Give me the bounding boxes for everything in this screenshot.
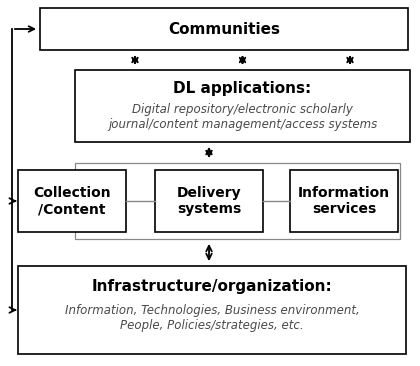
Text: Information, Technologies, Business environment,
People, Policies/strategies, et: Information, Technologies, Business envi…	[65, 304, 360, 332]
FancyBboxPatch shape	[18, 170, 126, 232]
FancyBboxPatch shape	[290, 170, 398, 232]
FancyBboxPatch shape	[18, 266, 406, 354]
Text: Infrastructure/organization:: Infrastructure/organization:	[92, 279, 332, 294]
Text: Delivery
systems: Delivery systems	[177, 186, 242, 216]
Text: Collection
/Content: Collection /Content	[33, 186, 111, 216]
Text: DL applications:: DL applications:	[173, 81, 312, 96]
Text: Digital repository/electronic scholarly
journal/content management/access system: Digital repository/electronic scholarly …	[108, 103, 377, 131]
FancyBboxPatch shape	[40, 8, 408, 50]
FancyBboxPatch shape	[155, 170, 263, 232]
FancyBboxPatch shape	[75, 70, 410, 142]
Text: Information
services: Information services	[298, 186, 390, 216]
Text: Communities: Communities	[168, 22, 280, 37]
